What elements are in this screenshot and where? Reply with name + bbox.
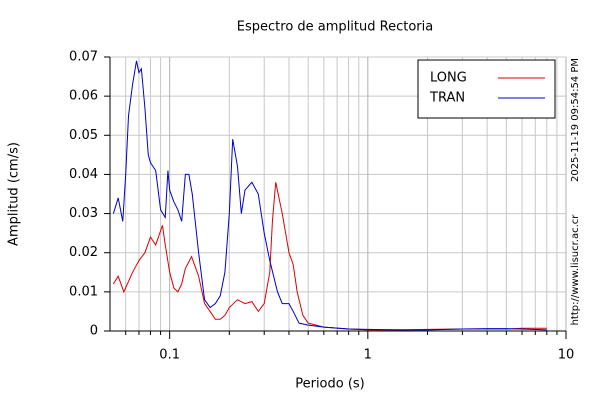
source-url: http://www.lisucr.ac.cr	[570, 214, 581, 326]
chart-title: Espectro de amplitud Rectoria	[237, 20, 433, 35]
y-tick-label: 0.02	[69, 245, 98, 260]
y-tick-label: 0.04	[69, 167, 98, 182]
series-line	[112, 182, 547, 331]
legend-label: TRAN	[429, 91, 465, 106]
timestamp: 2025-11-19 09:54:54 PM	[570, 58, 581, 182]
legend-box	[417, 59, 556, 119]
y-tick-label: 0.06	[69, 89, 98, 104]
series-line	[112, 60, 547, 331]
y-tick-label: 0.07	[69, 50, 98, 65]
x-tick-label: 10	[558, 348, 575, 363]
y-tick-label: 0	[90, 324, 98, 339]
y-tick-label: 0.03	[69, 206, 98, 221]
y-axis-label: Amplitud (cm/s)	[7, 142, 22, 246]
x-tick-label: 1	[364, 348, 372, 363]
y-tick-label: 0.05	[69, 128, 98, 143]
x-axis-label: Periodo (s)	[295, 377, 365, 392]
legend-label: LONG	[430, 71, 467, 86]
y-tick-label: 0.01	[69, 284, 98, 299]
x-tick-label: 0.1	[159, 348, 180, 363]
